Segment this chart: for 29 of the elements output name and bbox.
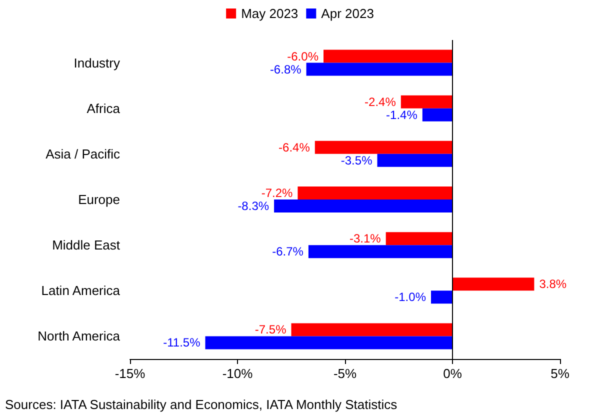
legend-label: Apr 2023 xyxy=(321,6,374,21)
legend-label: May 2023 xyxy=(241,6,298,21)
y-tick-label: Industry xyxy=(74,55,120,70)
data-label: -1.0% xyxy=(394,290,426,304)
data-label: 3.8% xyxy=(539,277,567,292)
data-label: -7.2% xyxy=(261,186,294,200)
y-tick-label: Middle East xyxy=(52,238,120,253)
data-label: -7.5% xyxy=(254,322,287,337)
source-note: Sources: IATA Sustainability and Economics, IATA Monthly Statistics xyxy=(5,397,398,412)
y-tick-label: Africa xyxy=(86,100,121,116)
y-tick-label: Latin America xyxy=(41,283,121,298)
x-tick-label: -5% xyxy=(333,366,357,381)
y-tick-label: Europe xyxy=(78,192,120,207)
y-tick-label: Asia / Pacific xyxy=(46,146,120,162)
data-label: -8.3% xyxy=(238,199,270,213)
x-tick-label: 0% xyxy=(443,366,462,381)
data-label: -6.4% xyxy=(278,140,310,154)
data-label: -1.4% xyxy=(386,108,418,122)
x-tick-label: -10% xyxy=(222,366,254,381)
data-label: -6.8% xyxy=(270,62,302,76)
x-tick-label: 5% xyxy=(550,366,570,381)
y-tick-label: North America xyxy=(38,328,121,344)
data-label: -6.7% xyxy=(272,244,304,259)
data-label: -2.4% xyxy=(364,94,396,109)
data-label: -3.5% xyxy=(340,153,373,168)
data-label: -11.5% xyxy=(163,336,201,350)
x-tick-label: -15% xyxy=(114,366,146,381)
data-label: -6.0% xyxy=(287,49,319,64)
data-label: -3.1% xyxy=(349,232,382,246)
